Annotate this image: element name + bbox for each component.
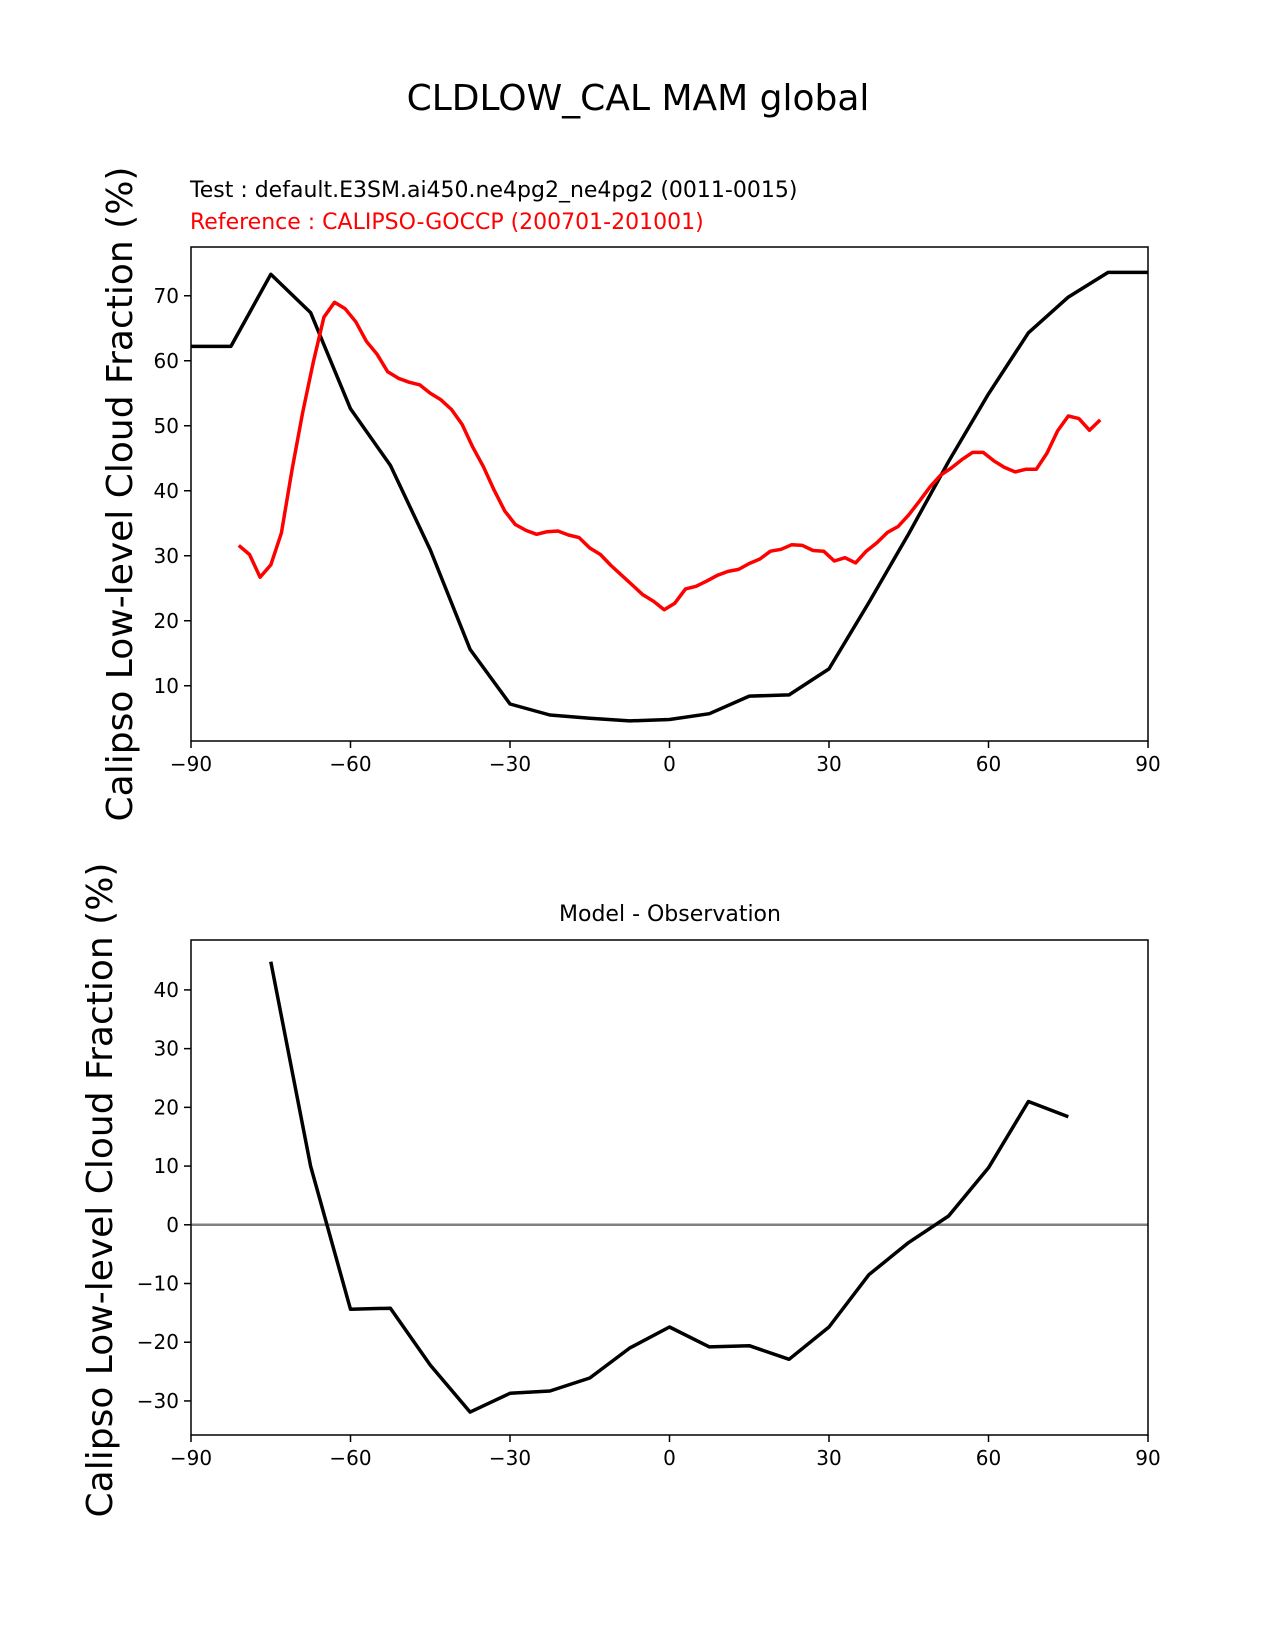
bottom-y-tick-label: 20: [154, 1095, 179, 1119]
bottom-y-tick-label: −30: [137, 1389, 179, 1413]
bottom-panel: Model - Observation Calipso Low-level Cl…: [80, 863, 1161, 1518]
top-x-tick-label: 30: [816, 752, 841, 776]
top-y-axis-label: Calipso Low-level Cloud Fraction (%): [100, 167, 141, 822]
top-x-tick-label: 0: [663, 752, 676, 776]
top-y-tick-label: 50: [154, 414, 179, 438]
bottom-plot-area: −90 −60 −30 0 30 60 90 −30 −20 −10 0 10 20 30 40: [137, 939, 1161, 1470]
top-x-tick-label: −30: [489, 752, 531, 776]
bottom-x-tick-label: 60: [976, 1446, 1001, 1470]
top-plot-area: −90 −60 −30 0 30 60 90 10 20 30 40 50 60 70: [154, 246, 1161, 776]
bottom-y-tick-label: 40: [154, 978, 179, 1002]
top-x-tick-label: −60: [329, 752, 371, 776]
bottom-y-tick-label: −20: [137, 1330, 179, 1354]
difference-title: Model - Observation: [559, 902, 781, 927]
bottom-difference-line: [269, 961, 1069, 1414]
top-x-tick-label: −90: [170, 752, 212, 776]
top-panel: Test : default.E3SM.ai450.ne4pg2_ne4pg2 …: [100, 167, 1161, 822]
top-y-tick-label: 30: [154, 544, 179, 568]
bottom-y-tick-label: −10: [137, 1272, 179, 1296]
top-x-tick-label: 60: [976, 752, 1001, 776]
reference-label: Reference : CALIPSO-GOCCP (200701-201001…: [190, 210, 704, 235]
bottom-y-tick-label: 30: [154, 1037, 179, 1061]
top-y-tick-label: 70: [154, 284, 179, 308]
bottom-y-axis-label: Calipso Low-level Cloud Fraction (%): [80, 863, 121, 1518]
bottom-x-tick-label: 0: [663, 1446, 676, 1470]
test-label: Test : default.E3SM.ai450.ne4pg2_ne4pg2 …: [189, 178, 797, 203]
figure-title: CLDLOW_CAL MAM global: [407, 78, 870, 119]
top-y-tick-label: 10: [154, 674, 179, 698]
bottom-x-tick-label: 30: [816, 1446, 841, 1470]
top-test-line: [191, 270, 1148, 723]
bottom-x-tick-label: −30: [489, 1446, 531, 1470]
bottom-y-tick-label: 0: [166, 1213, 179, 1237]
bottom-x-tick-label: 90: [1135, 1446, 1160, 1470]
bottom-y-tick-label: 10: [154, 1154, 179, 1178]
top-y-tick-label: 20: [154, 609, 179, 633]
bottom-x-tick-label: −60: [329, 1446, 371, 1470]
top-x-tick-label: 90: [1135, 752, 1160, 776]
top-y-tick-label: 60: [154, 349, 179, 373]
top-y-tick-label: 40: [154, 479, 179, 503]
bottom-x-tick-label: −90: [170, 1446, 212, 1470]
top-reference-line: [237, 300, 1102, 612]
